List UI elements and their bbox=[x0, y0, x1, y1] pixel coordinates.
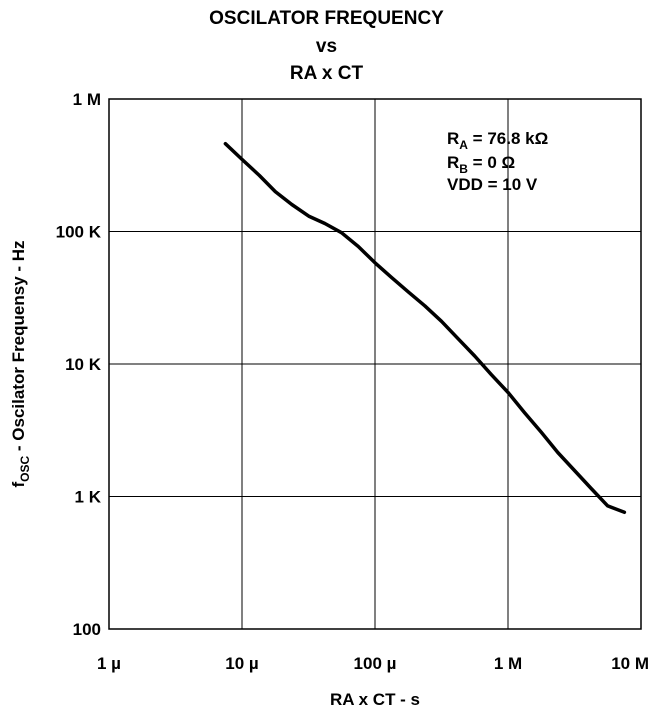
series-line bbox=[223, 141, 627, 515]
chart-title-line-1: OSCILATOR FREQUENCY bbox=[209, 8, 444, 29]
x-tick-labels: 1 µ 10 µ 100 µ 1 M 10 M bbox=[97, 654, 649, 673]
grid-lines bbox=[109, 99, 641, 629]
y-tick-labels: 1 M 100 K 10 K 1 K 100 bbox=[56, 90, 102, 639]
y-tick-label: 1 M bbox=[73, 90, 101, 109]
annotation-box: RA = 76.8 kΩ RB = 0 Ω VDD = 10 V bbox=[447, 129, 548, 194]
y-tick-label: 100 K bbox=[56, 223, 102, 242]
x-tick-label: 1 M bbox=[494, 654, 522, 673]
chart-title-line-2: vs bbox=[315, 36, 338, 57]
x-axis-title: RA x CT - s bbox=[330, 690, 420, 709]
chart-title-line-3: RA x CT bbox=[289, 63, 364, 84]
x-tick-label: 10 M bbox=[611, 654, 649, 673]
x-tick-label: 1 µ bbox=[97, 654, 121, 673]
x-tick-label: 100 µ bbox=[354, 654, 397, 673]
annotation-rb: RB = 0 Ω bbox=[447, 153, 515, 176]
y-tick-label: 10 K bbox=[65, 355, 102, 374]
plot-frame bbox=[108, 98, 642, 630]
x-tick-label: 10 µ bbox=[225, 654, 258, 673]
series-group bbox=[223, 141, 627, 515]
y-axis-title: fOSC - Oscilator Frequensy - Hz bbox=[9, 240, 32, 487]
y-tick-label: 100 bbox=[73, 620, 101, 639]
annotation-vdd: VDD = 10 V bbox=[447, 175, 538, 194]
y-tick-label: 1 K bbox=[75, 488, 102, 507]
annotation-ra: RA = 76.8 kΩ bbox=[447, 129, 548, 152]
